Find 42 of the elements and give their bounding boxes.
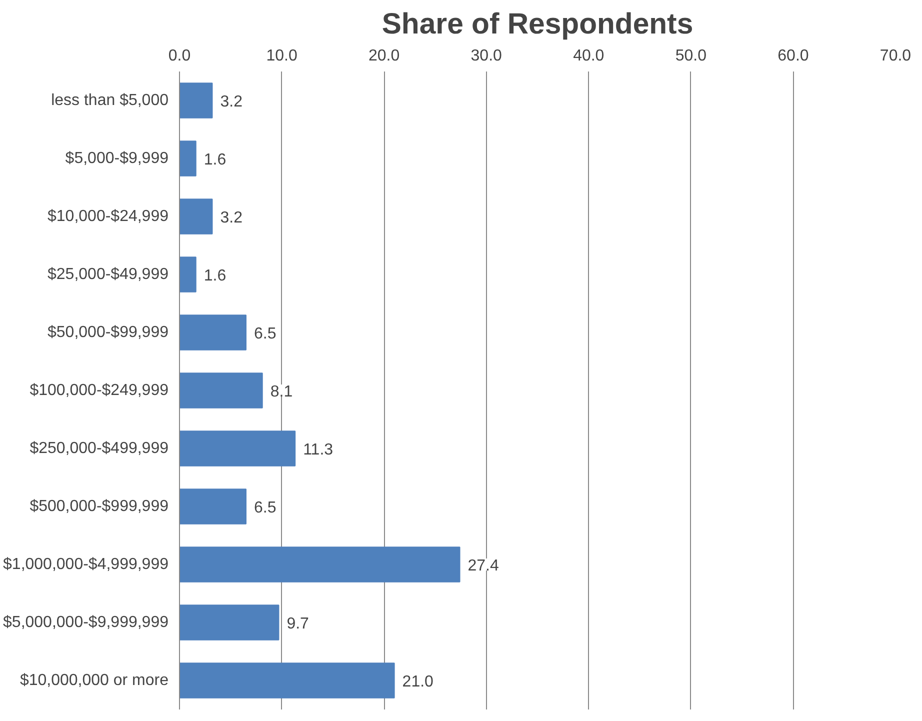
- x-tick-label: 60.0: [778, 48, 809, 64]
- data-label: 9.7: [286, 616, 310, 632]
- data-label: 1.6: [204, 268, 226, 284]
- x-tick-label: 40.0: [573, 48, 604, 64]
- y-tick-label: $25,000-$49,999: [48, 266, 169, 283]
- bar: [180, 256, 196, 292]
- data-label: 3.2: [220, 94, 243, 110]
- bar: [180, 82, 213, 118]
- y-tick-label: $250,000-$499,999: [30, 440, 169, 457]
- data-label: 11.3: [303, 442, 334, 458]
- data-label: 27.4: [468, 558, 500, 574]
- y-tick-label: less than $5,000: [51, 92, 169, 109]
- x-tick-label: 10.0: [266, 48, 298, 64]
- bar: [180, 662, 395, 698]
- y-tick-label: $500,000-$999,999: [30, 498, 169, 515]
- data-label: 6.5: [254, 500, 276, 516]
- bar: [180, 430, 296, 466]
- chart-title: Share of Respondents: [382, 8, 694, 40]
- bar: [180, 604, 280, 640]
- bar: [180, 372, 263, 408]
- x-tick-label: 20.0: [368, 48, 400, 64]
- bar: [180, 140, 196, 176]
- y-tick-label: $5,000,000-$9,999,999: [3, 614, 169, 631]
- x-tick-label: 0.0: [168, 48, 191, 64]
- y-tick-label: $100,000-$249,999: [30, 382, 169, 399]
- x-tick-label: 30.0: [470, 48, 502, 64]
- x-tick-label: 70.0: [880, 48, 912, 64]
- y-tick-label: $10,000-$24,999: [48, 208, 169, 225]
- x-tick-label: 50.0: [675, 48, 707, 64]
- bar: [180, 198, 213, 234]
- data-label: 3.2: [220, 210, 243, 226]
- data-label: 6.5: [254, 326, 276, 342]
- bar: [180, 314, 246, 350]
- bar: [180, 488, 246, 524]
- y-tick-label: $5,000-$9,999: [65, 150, 169, 167]
- y-tick-label: $50,000-$99,999: [48, 324, 169, 341]
- data-label: 21.0: [402, 674, 434, 690]
- y-tick-label: $1,000,000-$4,999,999: [3, 556, 169, 573]
- data-label: 1.6: [204, 152, 226, 168]
- data-label: 8.1: [270, 384, 293, 400]
- bar: [180, 546, 460, 582]
- y-tick-label: $10,000,000 or more: [20, 672, 169, 689]
